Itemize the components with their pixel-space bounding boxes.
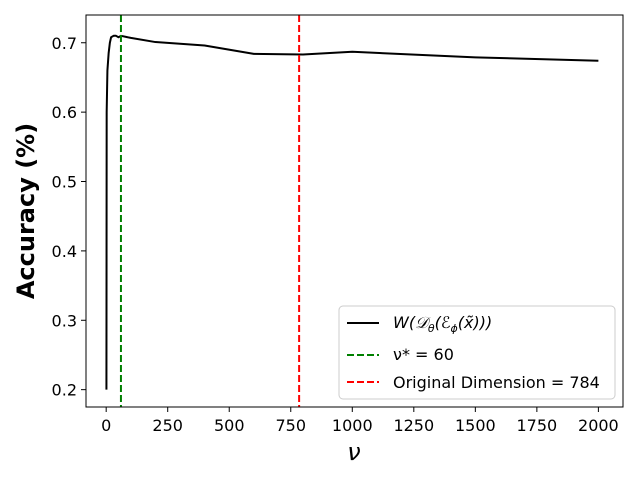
legend: W(𝒟θ(ℰϕ(x̃))) ν* = 60 Original Dimension… — [338, 305, 616, 400]
x-tick-label: 1500 — [455, 416, 496, 435]
y-tick-label: 0.2 — [52, 381, 77, 400]
x-tick-label: 0 — [101, 416, 111, 435]
x-tick-label: 1000 — [332, 416, 373, 435]
legend-box — [338, 305, 616, 400]
y-tick-label: 0.6 — [52, 103, 77, 122]
series-line — [105, 34, 599, 390]
x-axis-ticks: 0 250 500 750 1000 1250 1500 1750 2000 — [101, 407, 619, 435]
legend-label-original-dim: Original Dimension = 784 — [393, 373, 600, 392]
axes-frame — [85, 14, 624, 408]
x-tick-label: 2000 — [578, 416, 619, 435]
legend-label-nu-star: ν* = 60 — [393, 345, 454, 364]
series-layer — [105, 34, 599, 390]
y-tick-label: 0.4 — [52, 242, 77, 261]
legend-label-series: W(𝒟θ(ℰϕ(x̃))) — [393, 313, 492, 335]
x-tick-label: 1750 — [517, 416, 558, 435]
x-tick-label: 500 — [214, 416, 245, 435]
y-tick-label: 0.5 — [52, 173, 77, 192]
y-axis-label: Accuracy (%) — [12, 123, 40, 299]
y-tick-label: 0.7 — [52, 34, 77, 53]
vline-layer — [119, 15, 301, 407]
x-tick-label: 750 — [275, 416, 306, 435]
y-axis-ticks: 0.2 0.3 0.4 0.5 0.6 0.7 — [52, 34, 86, 400]
x-axis-label: ν — [347, 438, 360, 466]
x-tick-label: 1250 — [393, 416, 434, 435]
y-tick-label: 0.3 — [52, 311, 77, 330]
x-tick-label: 250 — [152, 416, 183, 435]
